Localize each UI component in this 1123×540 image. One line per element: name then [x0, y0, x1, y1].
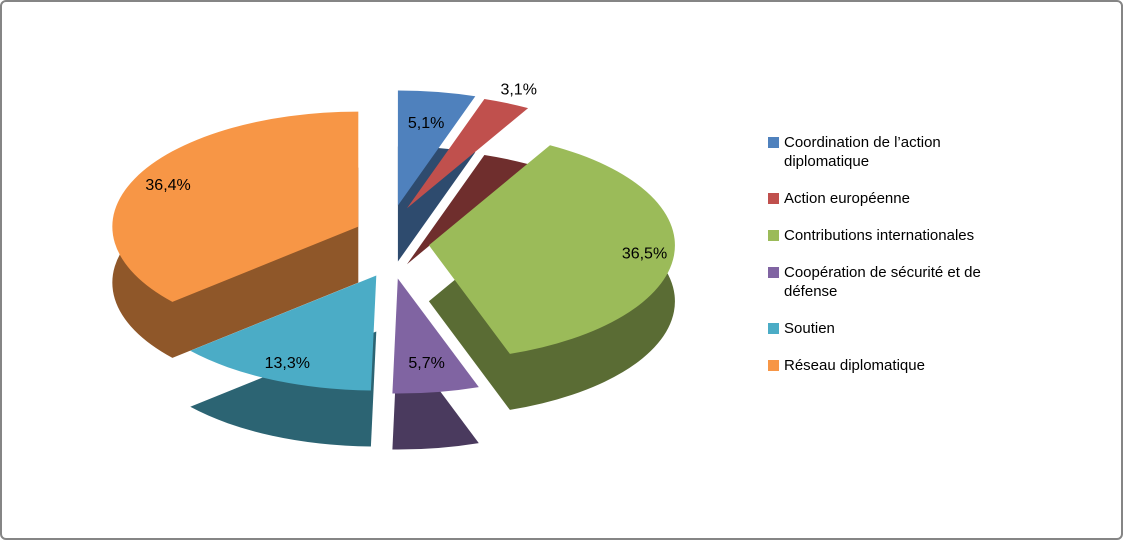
pie-data-label-1: 3,1%	[500, 82, 536, 99]
pie-slice-1	[407, 99, 529, 209]
chart-legend: Coordination de l’action diplomatique Act…	[768, 133, 1024, 393]
legend-label: Soutien	[784, 320, 835, 337]
legend-item-1: Action européenne	[768, 189, 1024, 208]
pie-data-label-4: 13,3%	[265, 355, 310, 372]
legend-label: Réseau diplomatique	[784, 357, 925, 374]
pie-slice-4	[190, 275, 377, 391]
legend-item-2: Contributions internationales	[768, 226, 1024, 245]
legend-item-5: Réseau diplomatique	[768, 356, 1024, 375]
pie-data-label-2: 36,5%	[622, 246, 667, 263]
legend-swatch-icon	[768, 193, 779, 204]
pie-slice-side-1	[407, 155, 529, 265]
legend-swatch-icon	[768, 230, 779, 241]
legend-swatch-icon	[768, 360, 779, 371]
legend-swatch-icon	[768, 323, 779, 334]
pie-slice-2	[428, 145, 675, 354]
legend-label: Coordination de l’action diplomatique	[784, 134, 941, 170]
pie-slice-3	[392, 278, 479, 394]
legend-label: Coopération de sécurité et de défense	[784, 264, 981, 300]
legend-swatch-icon	[768, 267, 779, 278]
legend-label: Contributions internationales	[784, 227, 975, 244]
pie-data-label-5: 36,4%	[145, 177, 190, 194]
legend-item-4: Soutien	[768, 319, 1024, 338]
pie-data-label-0: 5,1%	[408, 115, 444, 132]
legend-swatch-icon	[768, 137, 779, 148]
pie-data-label-3: 5,7%	[408, 355, 444, 372]
legend-item-3: Coopération de sécurité et de défense	[768, 263, 1024, 301]
pie-slice-5	[112, 111, 359, 302]
legend-item-0: Coordination de l’action diplomatique	[768, 133, 1024, 171]
pie-slice-0	[397, 90, 476, 206]
legend-label: Action européenne	[784, 190, 910, 207]
